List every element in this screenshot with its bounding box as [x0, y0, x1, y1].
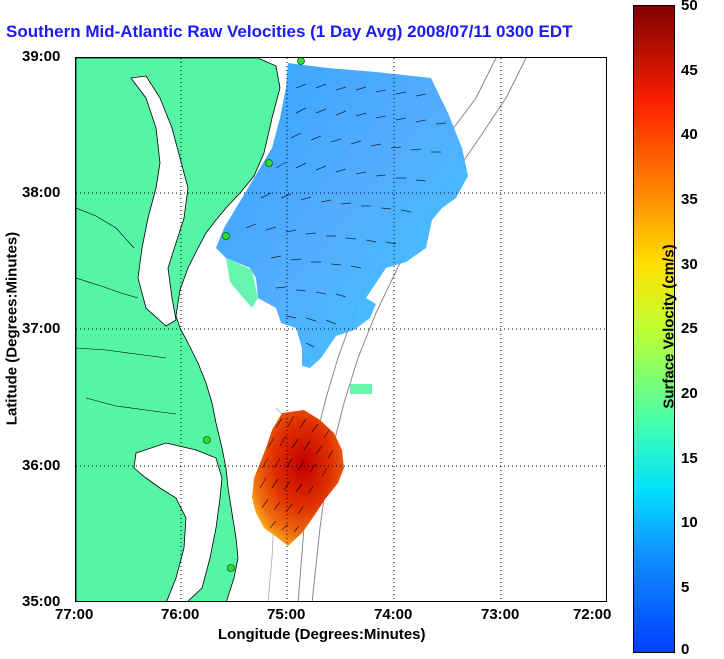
colorbar-tick-label: 50	[681, 0, 698, 14]
chesapeake-bay	[130, 75, 189, 327]
station-marker	[222, 232, 230, 240]
y-tick-label: 36:00	[22, 457, 61, 474]
graticule	[76, 58, 606, 601]
x-axis-label: Longitude (Degrees:Minutes)	[218, 626, 426, 643]
land-mass	[76, 58, 281, 601]
pamlico-sound	[133, 442, 223, 601]
colorbar-tick-label: 0	[681, 641, 690, 658]
colorbar-gradient	[634, 6, 674, 652]
station-marker	[297, 58, 305, 65]
map-canvas	[76, 58, 606, 601]
map-plot-area	[75, 57, 607, 602]
y-tick-label: 38:00	[22, 184, 61, 201]
colorbar-tick-label: 15	[681, 450, 698, 467]
colorbar	[633, 5, 675, 653]
x-tick-label: 73:00	[481, 606, 520, 623]
colorbar-tick-label: 40	[681, 126, 698, 143]
colorbar-tick-label: 10	[681, 514, 698, 531]
colorbar-tick-label: 35	[681, 191, 698, 208]
y-tick-label: 35:00	[22, 593, 61, 610]
x-tick-label: 72:00	[573, 606, 612, 623]
y-axis-label: Latitude (Degrees:Minutes)	[3, 231, 21, 426]
x-tick-label: 74:00	[374, 606, 413, 623]
x-tick-label: 75:00	[267, 606, 306, 623]
colorbar-tick-label: 25	[681, 320, 698, 337]
colorbar-tick-label: 45	[681, 62, 698, 79]
station-marker	[227, 564, 235, 572]
y-tick-label: 39:00	[22, 48, 61, 65]
map-title: Southern Mid-Atlantic Raw Velocities (1 …	[6, 22, 573, 41]
colorbar-tick-label: 5	[681, 579, 690, 596]
colorbar-tick-label: 20	[681, 385, 698, 402]
x-tick-label: 76:00	[161, 606, 200, 623]
station-marker	[265, 159, 273, 167]
x-tick-label: 77:00	[55, 606, 94, 623]
colorbar-label: Surface Velocity (cm/s)	[660, 244, 678, 409]
south-velocity-field	[252, 410, 344, 546]
colorbar-tick-label: 30	[681, 256, 698, 273]
station-marker	[203, 436, 211, 444]
y-tick-label: 37:00	[22, 320, 61, 337]
north-velocity-field	[216, 63, 468, 368]
